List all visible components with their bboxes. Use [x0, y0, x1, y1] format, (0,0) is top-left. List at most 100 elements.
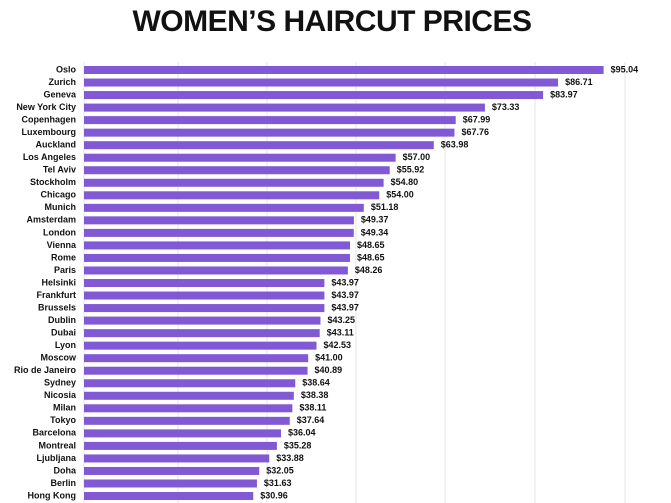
value-label: $48.26: [355, 265, 383, 275]
bar: [84, 416, 290, 425]
y-tick-label: Oslo: [56, 64, 77, 74]
bar: [84, 466, 260, 475]
value-label: $35.28: [284, 440, 312, 450]
bar: [84, 329, 320, 338]
y-tick-label: Montreal: [38, 440, 76, 450]
bar: [84, 316, 321, 325]
bar: [84, 253, 350, 262]
y-tick-label: Rome: [51, 252, 76, 262]
bar: [84, 141, 434, 150]
bar: [84, 304, 325, 313]
y-tick-label: Copenhagen: [21, 114, 76, 124]
bar: [84, 454, 270, 463]
y-tick-label: Hong Kong: [28, 490, 77, 500]
bar: [84, 266, 348, 275]
value-label: $40.89: [315, 365, 343, 375]
bar: [84, 153, 396, 162]
value-label: $48.65: [357, 240, 385, 250]
bar: [84, 404, 293, 413]
y-tick-label: Paris: [54, 265, 76, 275]
bar: [84, 492, 254, 501]
value-label: $43.11: [327, 328, 354, 338]
value-label: $43.25: [327, 315, 355, 325]
value-label: $57.00: [403, 152, 431, 162]
y-tick-label: Zurich: [48, 77, 76, 87]
y-tick-label: Dublin: [48, 315, 76, 325]
value-label: $86.71: [565, 77, 593, 87]
value-label: $37.64: [297, 415, 325, 425]
y-tick-label: Auckland: [35, 140, 76, 150]
value-label: $67.76: [461, 127, 489, 137]
y-tick-label: Geneva: [43, 89, 77, 99]
y-tick-label: New York City: [16, 102, 76, 112]
bar: [84, 128, 455, 137]
bar: [84, 241, 350, 250]
y-tick-label: Luxembourg: [21, 127, 76, 137]
bar: [84, 228, 354, 237]
y-tick-label: Stockholm: [30, 177, 76, 187]
bar: [84, 429, 282, 438]
value-label: $63.98: [441, 140, 469, 150]
value-label: $43.97: [331, 290, 359, 300]
value-label: $30.96: [260, 490, 288, 500]
bar: [84, 78, 559, 87]
bar: [84, 354, 309, 363]
value-label: $54.80: [391, 177, 419, 187]
chart-title: WOMEN’S HAIRCUT PRICES: [132, 5, 531, 38]
bar: [84, 203, 364, 212]
bar: [84, 279, 325, 288]
value-label: $42.53: [324, 340, 352, 350]
value-label: $49.34: [361, 227, 389, 237]
y-tick-label: Sydney: [44, 378, 76, 388]
value-label: $33.88: [276, 453, 304, 463]
value-label: $43.97: [331, 302, 359, 312]
bar: [84, 91, 544, 100]
y-tick-label: Chicago: [40, 190, 76, 200]
value-label: $31.63: [264, 478, 292, 488]
bar: [84, 341, 317, 350]
value-label: $41.00: [315, 353, 343, 363]
y-tick-label: Nicosia: [44, 390, 77, 400]
value-label: $48.65: [357, 252, 385, 262]
y-tick-label: Munich: [45, 202, 77, 212]
y-tick-label: Tokyo: [50, 415, 76, 425]
y-tick-label: Barcelona: [32, 428, 77, 438]
bar: [84, 116, 456, 125]
value-label: $83.97: [550, 89, 578, 99]
value-label: $55.92: [397, 165, 425, 175]
y-tick-label: Frankfurt: [36, 290, 76, 300]
value-label: $95.04: [611, 64, 639, 74]
y-tick-label: Brussels: [38, 302, 76, 312]
value-label: $43.97: [331, 277, 359, 287]
value-label: $36.04: [288, 428, 316, 438]
value-label: $38.64: [302, 378, 330, 388]
bar: [84, 103, 485, 112]
bar: [84, 166, 390, 175]
bar: [84, 479, 257, 488]
bar: [84, 366, 308, 375]
value-label: $54.00: [386, 190, 414, 200]
bar: [84, 441, 277, 450]
bar: [84, 216, 354, 225]
value-label: $49.37: [361, 215, 389, 225]
value-label: $32.05: [266, 465, 294, 475]
y-tick-label: Moscow: [40, 353, 77, 363]
y-tick-label: Tel Aviv: [43, 165, 76, 175]
bar: [84, 291, 325, 300]
value-label: $67.99: [463, 114, 491, 124]
value-label: $38.38: [301, 390, 329, 400]
y-tick-label: Berlin: [50, 478, 76, 488]
bar: [84, 191, 380, 200]
y-tick-label: Los Angeles: [23, 152, 76, 162]
bar: [84, 391, 294, 400]
value-label: $73.33: [492, 102, 520, 112]
y-tick-label: Ljubljana: [36, 453, 76, 463]
y-tick-label: Helsinki: [41, 277, 76, 287]
y-tick-label: Milan: [53, 403, 76, 413]
y-tick-label: Vienna: [47, 240, 77, 250]
y-tick-label: Dubai: [51, 328, 76, 338]
bar: [84, 379, 296, 388]
y-tick-label: Rio de Janeiro: [14, 365, 77, 375]
bar: [84, 66, 604, 74]
